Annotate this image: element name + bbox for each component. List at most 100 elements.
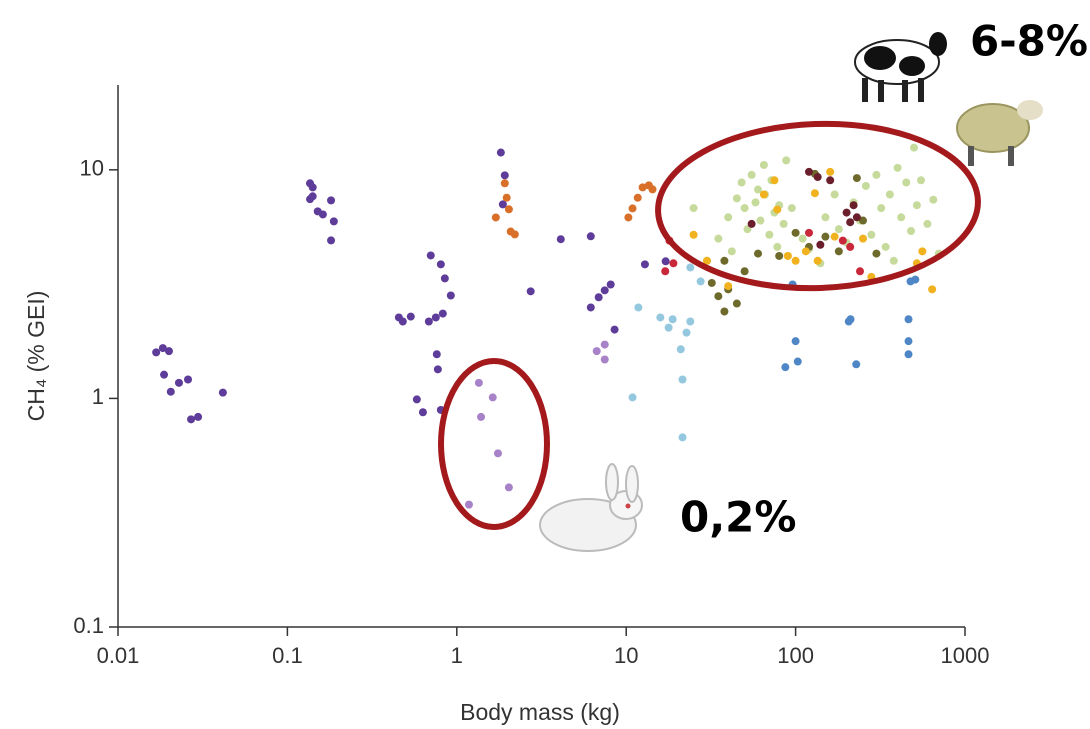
- point: [890, 257, 898, 265]
- point: [748, 171, 756, 179]
- point: [741, 267, 749, 275]
- point: [708, 279, 716, 287]
- point: [669, 259, 677, 267]
- point: [413, 395, 421, 403]
- point: [607, 281, 615, 289]
- point: [835, 247, 843, 255]
- point: [634, 303, 642, 311]
- point: [501, 171, 509, 179]
- point: [433, 350, 441, 358]
- point: [862, 182, 870, 190]
- point: [816, 241, 824, 249]
- x-tick-label: 100: [777, 643, 814, 668]
- point: [167, 388, 175, 396]
- point: [465, 501, 473, 509]
- point: [601, 341, 609, 349]
- point: [917, 176, 925, 184]
- point: [905, 315, 913, 323]
- point: [439, 310, 447, 318]
- point: [846, 243, 854, 251]
- point: [814, 257, 822, 265]
- point: [805, 229, 813, 237]
- point: [929, 196, 937, 204]
- point: [905, 350, 913, 358]
- y-tick-label: 10: [80, 156, 104, 181]
- point: [846, 218, 854, 226]
- point: [686, 318, 694, 326]
- point: [501, 179, 509, 187]
- point: [330, 217, 338, 225]
- point: [327, 196, 335, 204]
- point: [738, 179, 746, 187]
- point: [853, 213, 861, 221]
- point: [641, 260, 649, 268]
- point: [629, 204, 637, 212]
- point: [656, 313, 664, 321]
- cow-illustration: [855, 32, 947, 102]
- point: [856, 267, 864, 275]
- point: [492, 213, 500, 221]
- point: [187, 415, 195, 423]
- point: [679, 433, 687, 441]
- point: [601, 286, 609, 294]
- point: [677, 345, 685, 353]
- point: [686, 263, 694, 271]
- point: [770, 176, 778, 184]
- y-axis-title: CH₄ (% GEI): [23, 291, 49, 422]
- point: [733, 194, 741, 202]
- point: [811, 189, 819, 197]
- point: [788, 204, 796, 212]
- point: [814, 173, 822, 181]
- point: [826, 168, 834, 176]
- point: [805, 168, 813, 176]
- point: [780, 220, 788, 228]
- point: [505, 483, 513, 491]
- x-axis-title: Body mass (kg): [460, 699, 620, 725]
- point: [611, 326, 619, 334]
- point: [679, 375, 687, 383]
- point: [425, 318, 433, 326]
- point: [913, 201, 921, 209]
- point: [910, 144, 918, 152]
- y-tick-label: 0.1: [73, 613, 104, 638]
- point: [724, 282, 732, 290]
- point: [733, 300, 741, 308]
- point: [432, 313, 440, 321]
- rabbit-illustration: [540, 464, 642, 551]
- point: [748, 220, 756, 228]
- point: [907, 227, 915, 235]
- point: [497, 149, 505, 157]
- point: [760, 190, 768, 198]
- point: [843, 209, 851, 217]
- point: [587, 232, 595, 240]
- point: [839, 237, 847, 245]
- point: [792, 337, 800, 345]
- x-tick-label: 1000: [941, 643, 990, 668]
- point: [754, 250, 762, 258]
- point: [831, 190, 839, 198]
- point: [649, 185, 657, 193]
- point: [714, 292, 722, 300]
- point: [665, 324, 673, 332]
- point: [593, 347, 601, 355]
- point: [897, 213, 905, 221]
- point: [918, 247, 926, 255]
- point: [792, 257, 800, 265]
- point: [194, 413, 202, 421]
- x-tick-label: 1: [451, 643, 463, 668]
- point: [902, 179, 910, 187]
- point: [911, 276, 919, 284]
- point: [683, 329, 691, 337]
- x-tick-label: 0.1: [272, 643, 303, 668]
- point: [773, 243, 781, 251]
- point: [835, 225, 843, 233]
- point: [872, 171, 880, 179]
- point: [309, 183, 317, 191]
- point: [527, 287, 535, 295]
- point: [489, 393, 497, 401]
- point: [784, 252, 792, 260]
- point: [634, 194, 642, 202]
- point: [175, 379, 183, 387]
- point: [859, 235, 867, 243]
